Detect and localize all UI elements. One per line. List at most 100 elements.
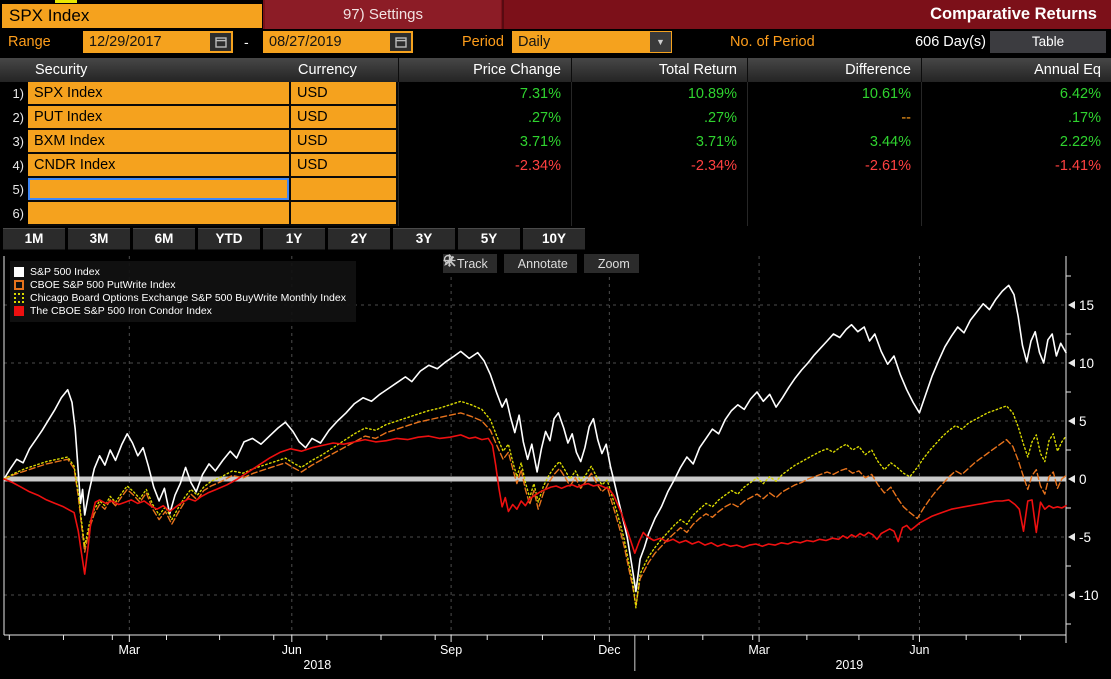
security-cell[interactable] bbox=[28, 178, 291, 202]
total-return-value: -2.34% bbox=[571, 154, 747, 178]
y-tick-label: 5 bbox=[1079, 414, 1087, 429]
legend-swatch-icon bbox=[14, 292, 24, 303]
y-tick-marker bbox=[1068, 591, 1075, 599]
range-end-input[interactable]: 08/27/2019 bbox=[263, 31, 413, 53]
calendar-icon[interactable] bbox=[390, 33, 411, 51]
track-tool-button[interactable]: Track bbox=[443, 254, 497, 273]
y-tick-marker bbox=[1068, 359, 1075, 367]
row-number: 1) bbox=[12, 86, 24, 101]
ticker-input[interactable]: SPX Index bbox=[2, 4, 262, 28]
col-header-annual-eq: Annual Eq bbox=[921, 58, 1111, 82]
price-change-value: 7.31% bbox=[398, 82, 571, 106]
zoom-tool-button[interactable]: Zoom bbox=[443, 254, 639, 273]
annual-eq-value bbox=[921, 202, 1111, 226]
securities-table-header: Security Currency Price Change Total Ret… bbox=[0, 58, 1111, 82]
legend-swatch-icon bbox=[14, 266, 24, 277]
gutter-header bbox=[0, 58, 28, 82]
total-return-value: 3.71% bbox=[571, 130, 747, 154]
period-button-3y[interactable]: 3Y bbox=[393, 228, 455, 250]
total-return-value: 10.89% bbox=[571, 82, 747, 106]
price-change-value bbox=[398, 178, 571, 202]
chevron-down-icon[interactable]: ▼ bbox=[650, 32, 671, 52]
legend-item: The CBOE S&P 500 Iron Condor Index bbox=[14, 304, 346, 317]
col-header-total-return: Total Return bbox=[571, 58, 747, 82]
currency-cell[interactable] bbox=[291, 202, 398, 226]
annual-eq-value: -1.41% bbox=[921, 154, 1111, 178]
difference-value bbox=[747, 202, 921, 226]
row-number: 6) bbox=[12, 206, 24, 221]
range-start-input[interactable]: 12/29/2017 bbox=[83, 31, 233, 53]
security-cell[interactable]: SPX Index bbox=[28, 82, 291, 106]
title-strip: 97) Settings Comparative Returns bbox=[263, 0, 1111, 29]
legend-label: CBOE S&P 500 PutWrite Index bbox=[30, 278, 176, 291]
table-row: 2) PUT Index USD .27% .27% -- .17% bbox=[0, 106, 1111, 130]
annual-eq-value: 2.22% bbox=[921, 130, 1111, 154]
y-tick-marker bbox=[1068, 301, 1075, 309]
num-period-value: 606 Day(s) bbox=[915, 34, 986, 50]
difference-value: 10.61% bbox=[747, 82, 921, 106]
difference-value bbox=[747, 178, 921, 202]
security-cell[interactable]: BXM Index bbox=[28, 130, 291, 154]
controls-row: Range 12/29/2017 - 08/27/2019 Period Dai… bbox=[0, 30, 1111, 57]
table-row: 4) CNDR Index USD -2.34% -2.34% -2.61% -1.41% bbox=[0, 154, 1111, 178]
period-value: Daily bbox=[518, 34, 551, 50]
period-button-3m[interactable]: 3M bbox=[68, 228, 130, 250]
series-line bbox=[3, 284, 1067, 593]
currency-cell[interactable] bbox=[291, 178, 398, 202]
legend-swatch-icon bbox=[14, 279, 24, 290]
comparative-returns-chart[interactable]: 15 10 5 0 -5 -10 Mar Jun Sep Dec Mar Jun 2018 2019 S&… bbox=[0, 252, 1111, 679]
y-tick-label: 15 bbox=[1079, 298, 1094, 313]
total-return-value bbox=[571, 202, 747, 226]
col-header-price-change: Price Change bbox=[398, 58, 571, 82]
page-title: Comparative Returns bbox=[930, 5, 1097, 23]
difference-value: 3.44% bbox=[747, 130, 921, 154]
legend-swatch-icon bbox=[14, 305, 24, 316]
series-line bbox=[3, 412, 1067, 607]
price-change-value bbox=[398, 202, 571, 226]
x-tick-label: Jun bbox=[282, 643, 302, 657]
period-button-6m[interactable]: 6M bbox=[133, 228, 195, 250]
period-button-2y[interactable]: 2Y bbox=[328, 228, 390, 250]
difference-value: -2.61% bbox=[747, 154, 921, 178]
currency-cell[interactable]: USD bbox=[291, 154, 398, 178]
title-bar: SPX Index 97) Settings Comparative Retur… bbox=[0, 0, 1111, 29]
security-cell[interactable] bbox=[28, 202, 291, 226]
security-cell[interactable]: PUT Index bbox=[28, 106, 291, 130]
security-cell[interactable]: CNDR Index bbox=[28, 154, 291, 178]
chart-toolbar: Track Annotate Zoom bbox=[443, 254, 639, 273]
currency-cell[interactable]: USD bbox=[291, 82, 398, 106]
table-view-button[interactable]: Table bbox=[990, 31, 1106, 53]
settings-menu-button[interactable]: 97) Settings bbox=[265, 0, 501, 29]
row-number: 3) bbox=[12, 134, 24, 149]
period-button-10y[interactable]: 10Y bbox=[523, 228, 585, 250]
period-button-1y[interactable]: 1Y bbox=[263, 228, 325, 250]
currency-cell[interactable]: USD bbox=[291, 130, 398, 154]
year-label: 2018 bbox=[303, 658, 331, 672]
tool-label: Track bbox=[457, 256, 488, 271]
x-tick-label: Dec bbox=[598, 643, 620, 657]
zero-baseline bbox=[4, 476, 1066, 482]
legend-item: Chicago Board Options Exchange S&P 500 B… bbox=[14, 291, 346, 304]
price-change-value: .27% bbox=[398, 106, 571, 130]
col-header-difference: Difference bbox=[747, 58, 921, 82]
legend-label: S&P 500 Index bbox=[30, 265, 100, 278]
range-end-value: 08/27/2019 bbox=[269, 34, 342, 50]
annual-eq-value: 6.42% bbox=[921, 82, 1111, 106]
calendar-icon[interactable] bbox=[210, 33, 231, 51]
period-button-1m[interactable]: 1M bbox=[3, 228, 65, 250]
legend-label: The CBOE S&P 500 Iron Condor Index bbox=[30, 304, 212, 317]
currency-cell[interactable]: USD bbox=[291, 106, 398, 130]
table-row: 1) SPX Index USD 7.31% 10.89% 10.61% 6.42% bbox=[0, 82, 1111, 106]
legend-label: Chicago Board Options Exchange S&P 500 B… bbox=[30, 291, 346, 304]
range-label: Range bbox=[8, 34, 51, 50]
price-change-value: 3.71% bbox=[398, 130, 571, 154]
annotate-tool-button[interactable]: Annotate bbox=[444, 254, 577, 273]
y-tick-label: -5 bbox=[1079, 530, 1091, 545]
period-button-ytd[interactable]: YTD bbox=[198, 228, 260, 250]
period-dropdown[interactable]: Daily ▼ bbox=[512, 31, 672, 53]
legend-item: S&P 500 Index bbox=[14, 265, 346, 278]
period-button-5y[interactable]: 5Y bbox=[458, 228, 520, 250]
annual-eq-value: .17% bbox=[921, 106, 1111, 130]
